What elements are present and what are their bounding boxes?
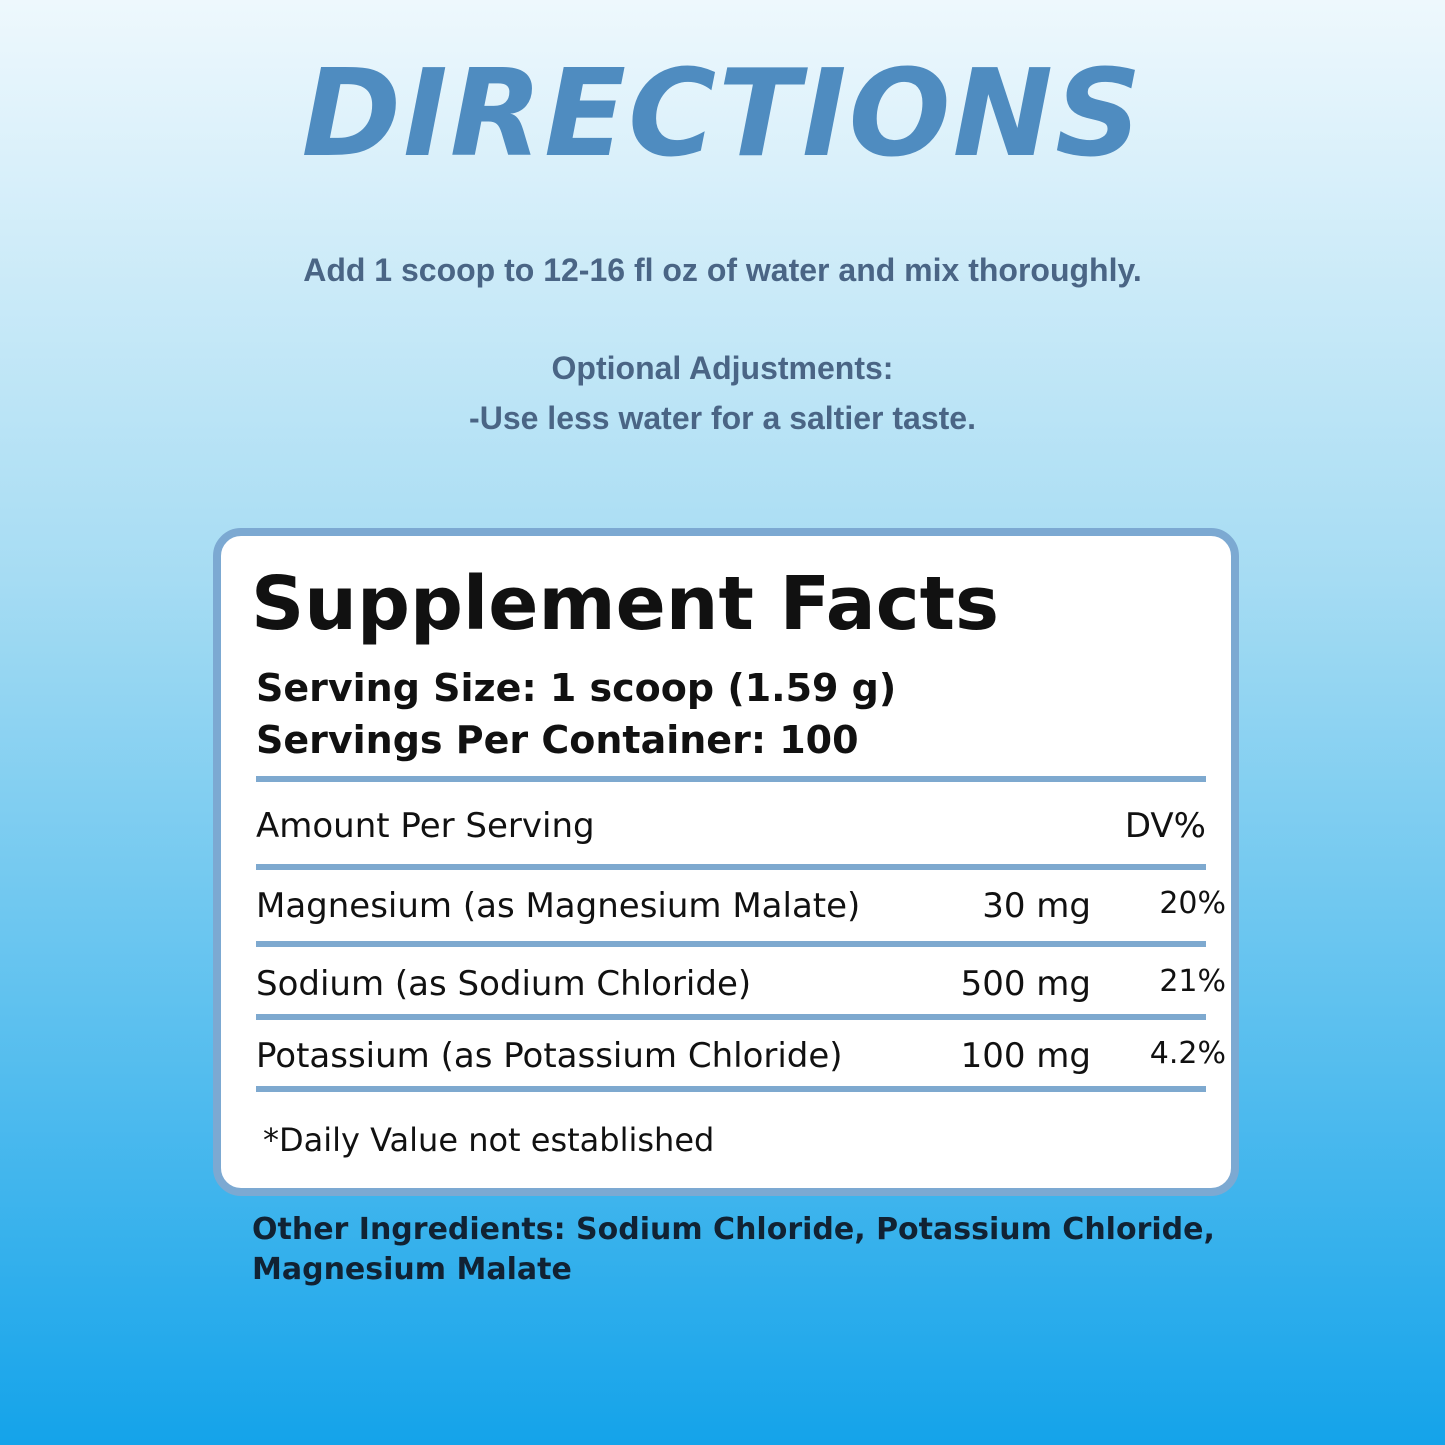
rule	[256, 776, 1206, 782]
title: DIRECTIONS	[301, 45, 1144, 184]
servings-per-container: Servings Per Container: 100	[256, 718, 859, 762]
footnote: *Daily Value not established	[263, 1121, 715, 1159]
dv: 4.2%	[1149, 1036, 1226, 1071]
nutrient: Sodium (as Sodium Chloride)	[256, 964, 752, 1004]
rule	[256, 1086, 1206, 1092]
amount: 500 mg	[960, 964, 1091, 1004]
amount: 100 mg	[960, 1036, 1091, 1076]
text: Other Ingredients: Sodium Chloride, Pota…	[252, 1212, 1215, 1247]
rule	[256, 864, 1206, 870]
dv: 20%	[1159, 886, 1226, 921]
text: Magnesium Malate	[252, 1252, 572, 1287]
rule	[256, 941, 1206, 947]
other-ingredients: Other Ingredients: Sodium Chloride, Pota…	[252, 1210, 1215, 1290]
facts-panel: Supplement Facts Serving Size: 1 scoop (…	[213, 528, 1239, 1196]
amount: 30 mg	[982, 886, 1091, 926]
nutrient: Potassium (as Potassium Chloride)	[256, 1036, 843, 1076]
facts-title: Supplement Facts	[251, 561, 1000, 647]
amount-header: Amount Per Serving	[256, 806, 595, 846]
instruction: Add 1 scoop to 12-16 fl oz of water and …	[303, 252, 1142, 288]
dv: 21%	[1159, 964, 1226, 999]
nutrient: Magnesium (as Magnesium Malate)	[256, 886, 861, 926]
serving-size: Serving Size: 1 scoop (1.59 g)	[256, 666, 897, 710]
dv-header: DV%	[1124, 806, 1206, 846]
rule	[256, 1014, 1206, 1020]
optional-title: Optional Adjustments:	[551, 350, 894, 386]
optional-note: -Use less water for a saltier taste.	[469, 400, 976, 436]
